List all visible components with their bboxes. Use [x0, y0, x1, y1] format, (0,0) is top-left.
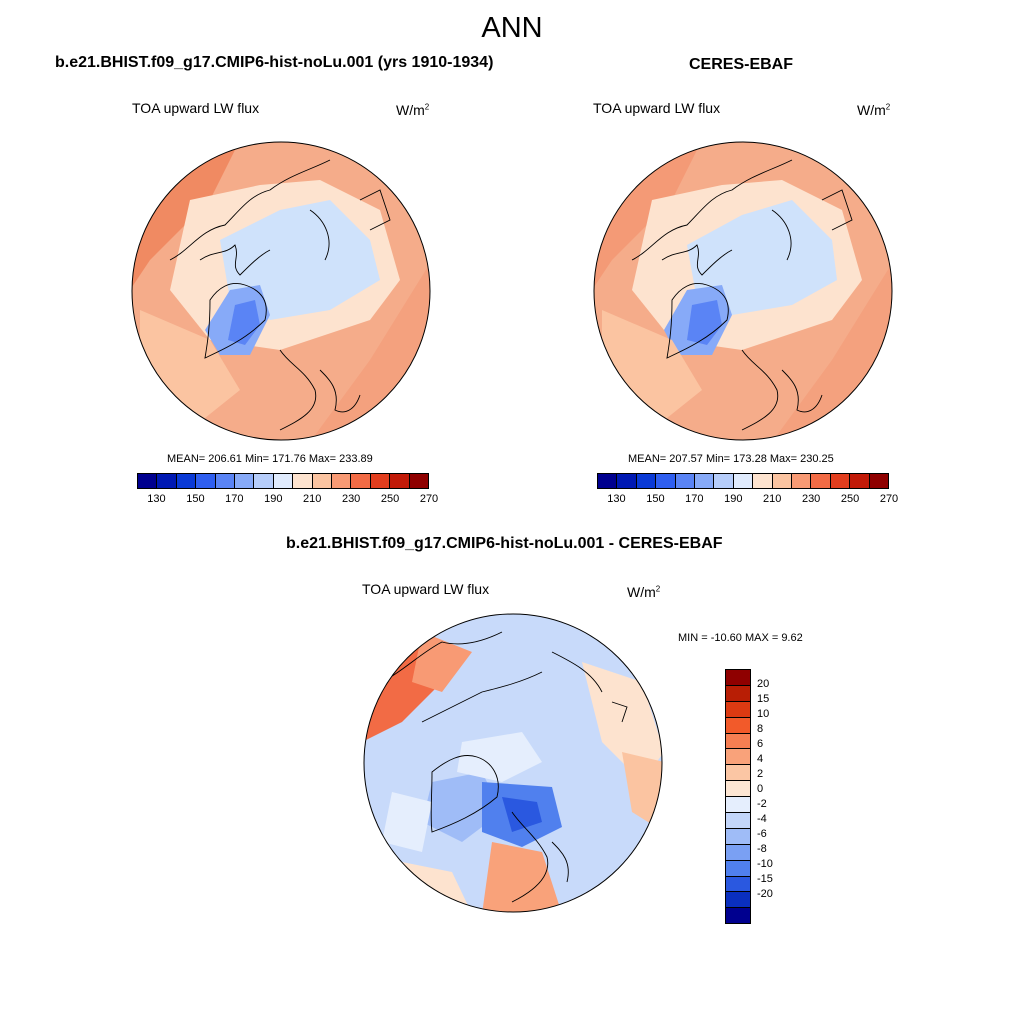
diff-colorbar-box — [726, 733, 750, 750]
model-variable-label: TOA upward LW flux — [132, 100, 260, 116]
diff-colorbar-box — [726, 670, 750, 686]
obs-colorbar-tick-label: 170 — [685, 493, 704, 505]
obs-colorbar-tick-label: 230 — [801, 493, 821, 505]
diff-colorbar-tick-label: -6 — [757, 828, 767, 840]
obs-colorbar-box — [811, 474, 831, 488]
diff-colorbar-box — [726, 828, 750, 845]
obs-units-label: W/m2 — [857, 102, 891, 118]
diff-colorbar-box — [726, 908, 750, 924]
obs-colorbar-tick-label: 150 — [646, 493, 665, 505]
model-colorbar-tick-label: 210 — [303, 493, 322, 505]
diff-colorbar-tick-label: 15 — [757, 693, 770, 705]
model-colorbar-box — [157, 474, 177, 488]
obs-colorbar-box — [850, 474, 870, 488]
diff-colorbar-box — [726, 781, 750, 798]
obs-colorbar-box — [617, 474, 637, 488]
diff-colorbar-box — [726, 860, 750, 877]
model-colorbar-box — [235, 474, 255, 488]
diff-colorbar-box — [726, 685, 750, 702]
model-colorbar-box — [176, 474, 197, 488]
model-colorbar-tick-label: 190 — [264, 493, 283, 505]
diff-colorbar-box — [726, 765, 750, 782]
obs-colorbar-tick-label: 130 — [607, 493, 626, 505]
diff-colorbar-tick-label: 10 — [757, 708, 770, 720]
model-colorbar-tick-label: 170 — [225, 493, 244, 505]
model-colorbar-box — [215, 474, 236, 488]
model-colorbar-tick-label: 150 — [186, 493, 205, 505]
diff-colorbar-box — [726, 797, 750, 814]
model-units-label: W/m2 — [396, 102, 430, 118]
obs-colorbar-tick-label: 270 — [879, 493, 899, 505]
model-colorbar-box — [370, 474, 391, 488]
obs-colorbar-box — [772, 474, 793, 488]
obs-colorbar-box — [733, 474, 754, 488]
figure-title: ANN — [481, 12, 543, 44]
diff-colorbar-box — [726, 876, 750, 893]
model-colorbar-box — [312, 474, 333, 488]
diff-colorbar-tick-label: 6 — [757, 738, 764, 750]
diff-colorbar-box — [726, 701, 750, 718]
model-colorbar-tick-label: 130 — [147, 493, 166, 505]
model-colorbar-box — [196, 474, 216, 488]
diff-colorbar-tick-label: 20 — [757, 678, 770, 690]
obs-colorbar-tick-label: 210 — [763, 493, 782, 505]
model-colorbar-box — [138, 474, 158, 488]
model-colorbar-box — [293, 474, 313, 488]
model-colorbar-box — [409, 474, 429, 488]
diff-colorbar-tick-label: 4 — [757, 753, 764, 765]
diff-units-label: W/m2 — [627, 584, 661, 600]
obs-colorbar-box — [636, 474, 657, 488]
model-stats: MEAN= 206.61 Min= 171.76 Max= 233.89 — [167, 453, 373, 465]
obs-panel-title: CERES-EBAF — [689, 56, 794, 73]
model-colorbar-box — [254, 474, 274, 488]
diff-colorbar-tick-label: 0 — [757, 783, 764, 795]
obs-stats: MEAN= 207.57 Min= 173.28 Max= 230.25 — [628, 453, 834, 465]
obs-colorbar-box — [753, 474, 773, 488]
diff-colorbar-box — [726, 844, 750, 861]
obs-polar-map — [593, 141, 893, 441]
model-colorbar-tick-label: 270 — [419, 493, 439, 505]
obs-colorbar-box — [695, 474, 715, 488]
obs-colorbar-box — [830, 474, 851, 488]
diff-colorbar-box — [726, 892, 750, 909]
model-polar-map — [131, 141, 431, 441]
model-colorbar — [137, 473, 429, 489]
diff-colorbar-box — [726, 717, 750, 734]
obs-colorbar-box — [675, 474, 696, 488]
diff-colorbar-tick-label: 2 — [757, 768, 764, 780]
diff-stats: MIN = -10.60 MAX = 9.62 — [678, 632, 803, 644]
diff-colorbar-tick-label: -20 — [757, 888, 773, 900]
model-colorbar-box — [351, 474, 371, 488]
diff-colorbar-tick-label: -15 — [757, 873, 773, 885]
diff-colorbar — [725, 669, 751, 925]
obs-variable-label: TOA upward LW flux — [593, 100, 721, 116]
obs-colorbar-tick-label: 190 — [724, 493, 743, 505]
model-colorbar-tick-label: 230 — [341, 493, 361, 505]
obs-colorbar-box — [656, 474, 676, 488]
diff-colorbar-tick-label: -2 — [757, 798, 767, 810]
obs-colorbar-box — [598, 474, 618, 488]
diff-colorbar-box — [726, 749, 750, 766]
obs-colorbar-tick-label: 250 — [840, 493, 860, 505]
model-colorbar-tick-label: 250 — [380, 493, 400, 505]
diff-variable-label: TOA upward LW flux — [362, 581, 490, 597]
model-colorbar-box — [390, 474, 410, 488]
obs-colorbar-box — [869, 474, 889, 488]
diff-colorbar-tick-label: -10 — [757, 858, 773, 870]
diff-colorbar-tick-label: 8 — [757, 723, 764, 735]
diff-panel-title: b.e21.BHIST.f09_g17.CMIP6-hist-noLu.001 … — [286, 535, 723, 552]
obs-colorbar — [597, 473, 889, 489]
model-panel-title: b.e21.BHIST.f09_g17.CMIP6-hist-noLu.001 … — [55, 54, 494, 71]
diff-polar-map — [363, 613, 663, 913]
diff-colorbar-box — [726, 813, 750, 829]
diff-colorbar-tick-label: -4 — [757, 813, 767, 825]
diff-colorbar-tick-label: -8 — [757, 843, 767, 855]
model-colorbar-box — [332, 474, 352, 488]
obs-colorbar-box — [714, 474, 734, 488]
obs-colorbar-box — [792, 474, 812, 488]
model-colorbar-box — [273, 474, 294, 488]
